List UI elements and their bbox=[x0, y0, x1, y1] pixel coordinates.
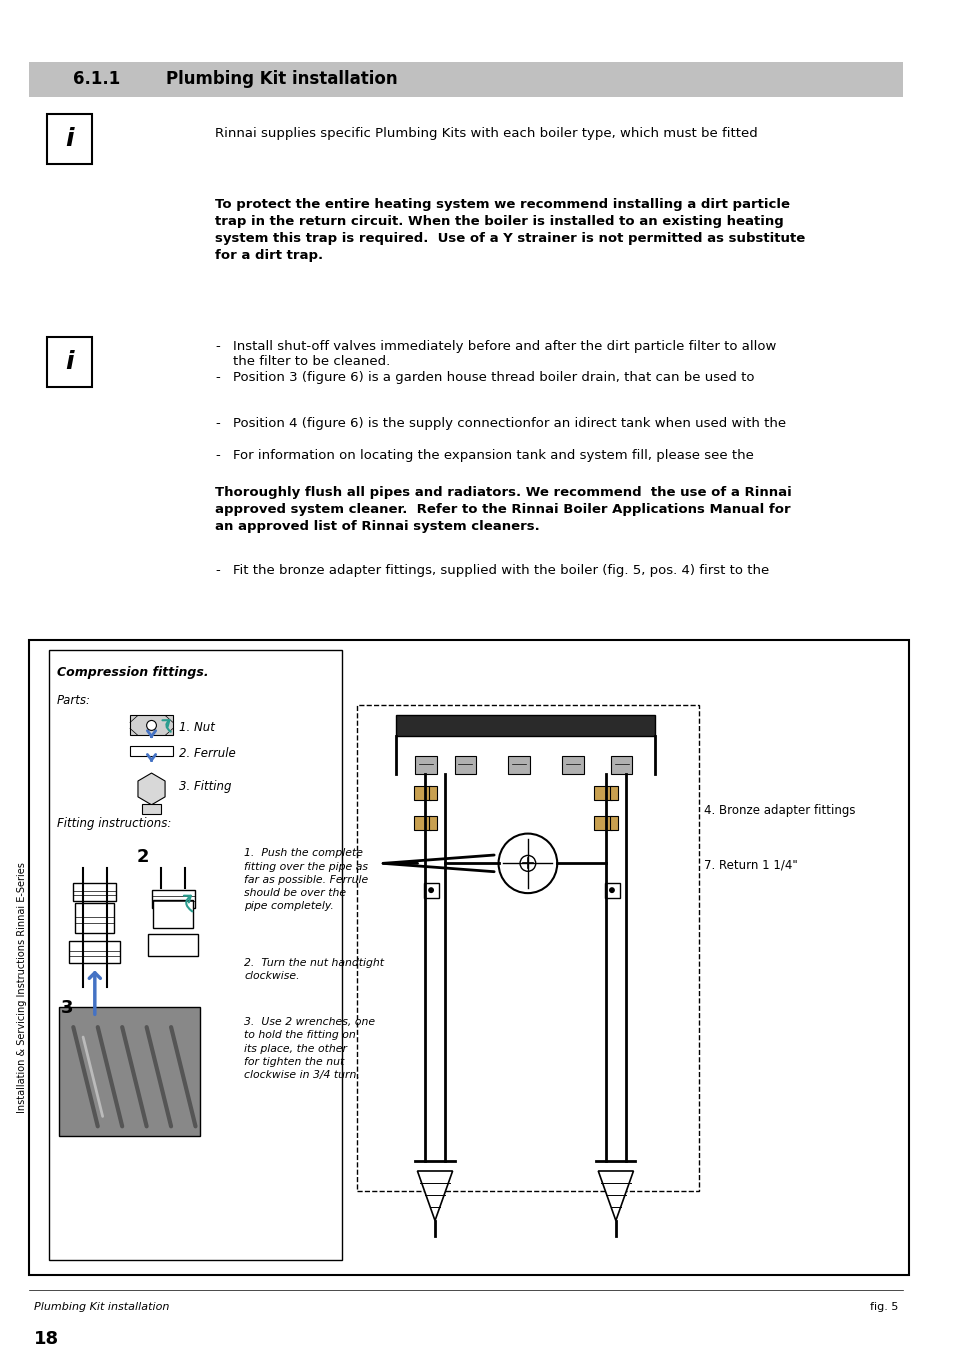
Bar bbox=[429, 815, 436, 830]
Text: 18: 18 bbox=[34, 1330, 59, 1347]
Text: Rinnai supplies specific Plumbing Kits with each boiler type, which must be fitt: Rinnai supplies specific Plumbing Kits w… bbox=[214, 127, 757, 140]
Bar bbox=[148, 934, 198, 956]
Text: 3. Fitting: 3. Fitting bbox=[179, 780, 232, 794]
Bar bbox=[130, 716, 172, 736]
Text: Compression fittings.: Compression fittings. bbox=[56, 666, 208, 679]
Circle shape bbox=[498, 833, 557, 894]
Text: 1.  Push the complete
fitting over the pipe as
far as possible. Ferrule
should b: 1. Push the complete fitting over the pi… bbox=[244, 849, 368, 911]
Text: Thoroughly flush all pipes and radiators. We recommend  the use of a Rinnai
appr: Thoroughly flush all pipes and radiators… bbox=[214, 486, 791, 533]
Bar bbox=[609, 786, 618, 799]
Text: Position 4 (figure 6) is the supply connectionfor an idirect tank when used with: Position 4 (figure 6) is the supply conn… bbox=[233, 417, 785, 429]
Bar bbox=[395, 714, 655, 736]
Text: Install shut-off valves immediately before and after the dirt particle filter to: Install shut-off valves immediately befo… bbox=[233, 340, 775, 354]
Bar bbox=[429, 786, 436, 799]
Text: 2.  Turn the nut handtight
clockwise.: 2. Turn the nut handtight clockwise. bbox=[244, 957, 384, 981]
Bar bbox=[609, 815, 618, 830]
Text: i: i bbox=[65, 127, 73, 151]
Bar bbox=[130, 747, 172, 756]
Bar bbox=[424, 883, 438, 898]
Bar bbox=[413, 786, 431, 799]
Text: For information on locating the expansion tank and system fill, please see the: For information on locating the expansio… bbox=[233, 448, 753, 462]
Bar bbox=[153, 900, 193, 927]
Text: 3: 3 bbox=[61, 999, 73, 1018]
Text: i: i bbox=[65, 350, 73, 374]
Text: -: - bbox=[214, 417, 219, 429]
Bar bbox=[30, 62, 902, 97]
Text: -: - bbox=[214, 564, 219, 576]
Text: 2: 2 bbox=[136, 849, 150, 867]
Bar bbox=[356, 705, 699, 1191]
Polygon shape bbox=[417, 1170, 452, 1220]
Circle shape bbox=[519, 856, 536, 871]
Circle shape bbox=[147, 721, 156, 730]
Circle shape bbox=[608, 887, 615, 894]
Bar bbox=[30, 640, 908, 1276]
Text: 3.  Use 2 wrenches, one
to hold the fitting on
its place, the other
for tighten : 3. Use 2 wrenches, one to hold the fitti… bbox=[244, 1017, 375, 1080]
Bar bbox=[413, 815, 431, 830]
Text: Fit the bronze adapter fittings, supplied with the boiler (fig. 5, pos. 4) first: Fit the bronze adapter fittings, supplie… bbox=[233, 564, 768, 576]
Text: the filter to be cleaned.: the filter to be cleaned. bbox=[233, 355, 390, 369]
Bar bbox=[454, 756, 476, 774]
Polygon shape bbox=[598, 1170, 633, 1220]
Bar bbox=[47, 115, 91, 163]
Text: Plumbing Kit installation: Plumbing Kit installation bbox=[34, 1301, 170, 1312]
Text: -: - bbox=[214, 340, 219, 354]
Bar bbox=[152, 890, 194, 909]
Bar bbox=[594, 815, 611, 830]
Text: To protect the entire heating system we recommend installing a dirt particle
tra: To protect the entire heating system we … bbox=[214, 198, 804, 262]
Text: Installation & Servicing Instructions Rinnai E-Series: Installation & Servicing Instructions Ri… bbox=[16, 861, 27, 1112]
Text: 6.1.1: 6.1.1 bbox=[73, 70, 120, 88]
Bar bbox=[604, 883, 619, 898]
Text: Parts:: Parts: bbox=[56, 694, 91, 706]
Bar bbox=[142, 803, 161, 814]
Text: Position 3 (figure 6) is a garden house thread boiler drain, that can be used to: Position 3 (figure 6) is a garden house … bbox=[233, 371, 754, 385]
Text: -: - bbox=[214, 371, 219, 385]
Circle shape bbox=[428, 887, 434, 894]
Text: -: - bbox=[214, 448, 219, 462]
Text: 7. Return 1 1/4": 7. Return 1 1/4" bbox=[703, 859, 797, 871]
Text: fig. 5: fig. 5 bbox=[869, 1301, 898, 1312]
Bar bbox=[415, 756, 436, 774]
Bar bbox=[75, 903, 114, 933]
Bar bbox=[58, 1007, 200, 1137]
Text: Plumbing Kit installation: Plumbing Kit installation bbox=[166, 70, 397, 88]
Bar bbox=[561, 756, 583, 774]
Bar bbox=[610, 756, 632, 774]
Text: Fitting instructions:: Fitting instructions: bbox=[56, 817, 171, 830]
Bar bbox=[70, 941, 120, 963]
Bar bbox=[49, 649, 342, 1261]
Text: 4. Bronze adapter fittings: 4. Bronze adapter fittings bbox=[703, 803, 855, 817]
Bar bbox=[47, 338, 91, 387]
Bar bbox=[594, 786, 611, 799]
Bar bbox=[508, 756, 529, 774]
Text: 1. Nut: 1. Nut bbox=[179, 721, 214, 734]
Text: 2. Ferrule: 2. Ferrule bbox=[179, 747, 235, 760]
Bar bbox=[73, 883, 116, 900]
